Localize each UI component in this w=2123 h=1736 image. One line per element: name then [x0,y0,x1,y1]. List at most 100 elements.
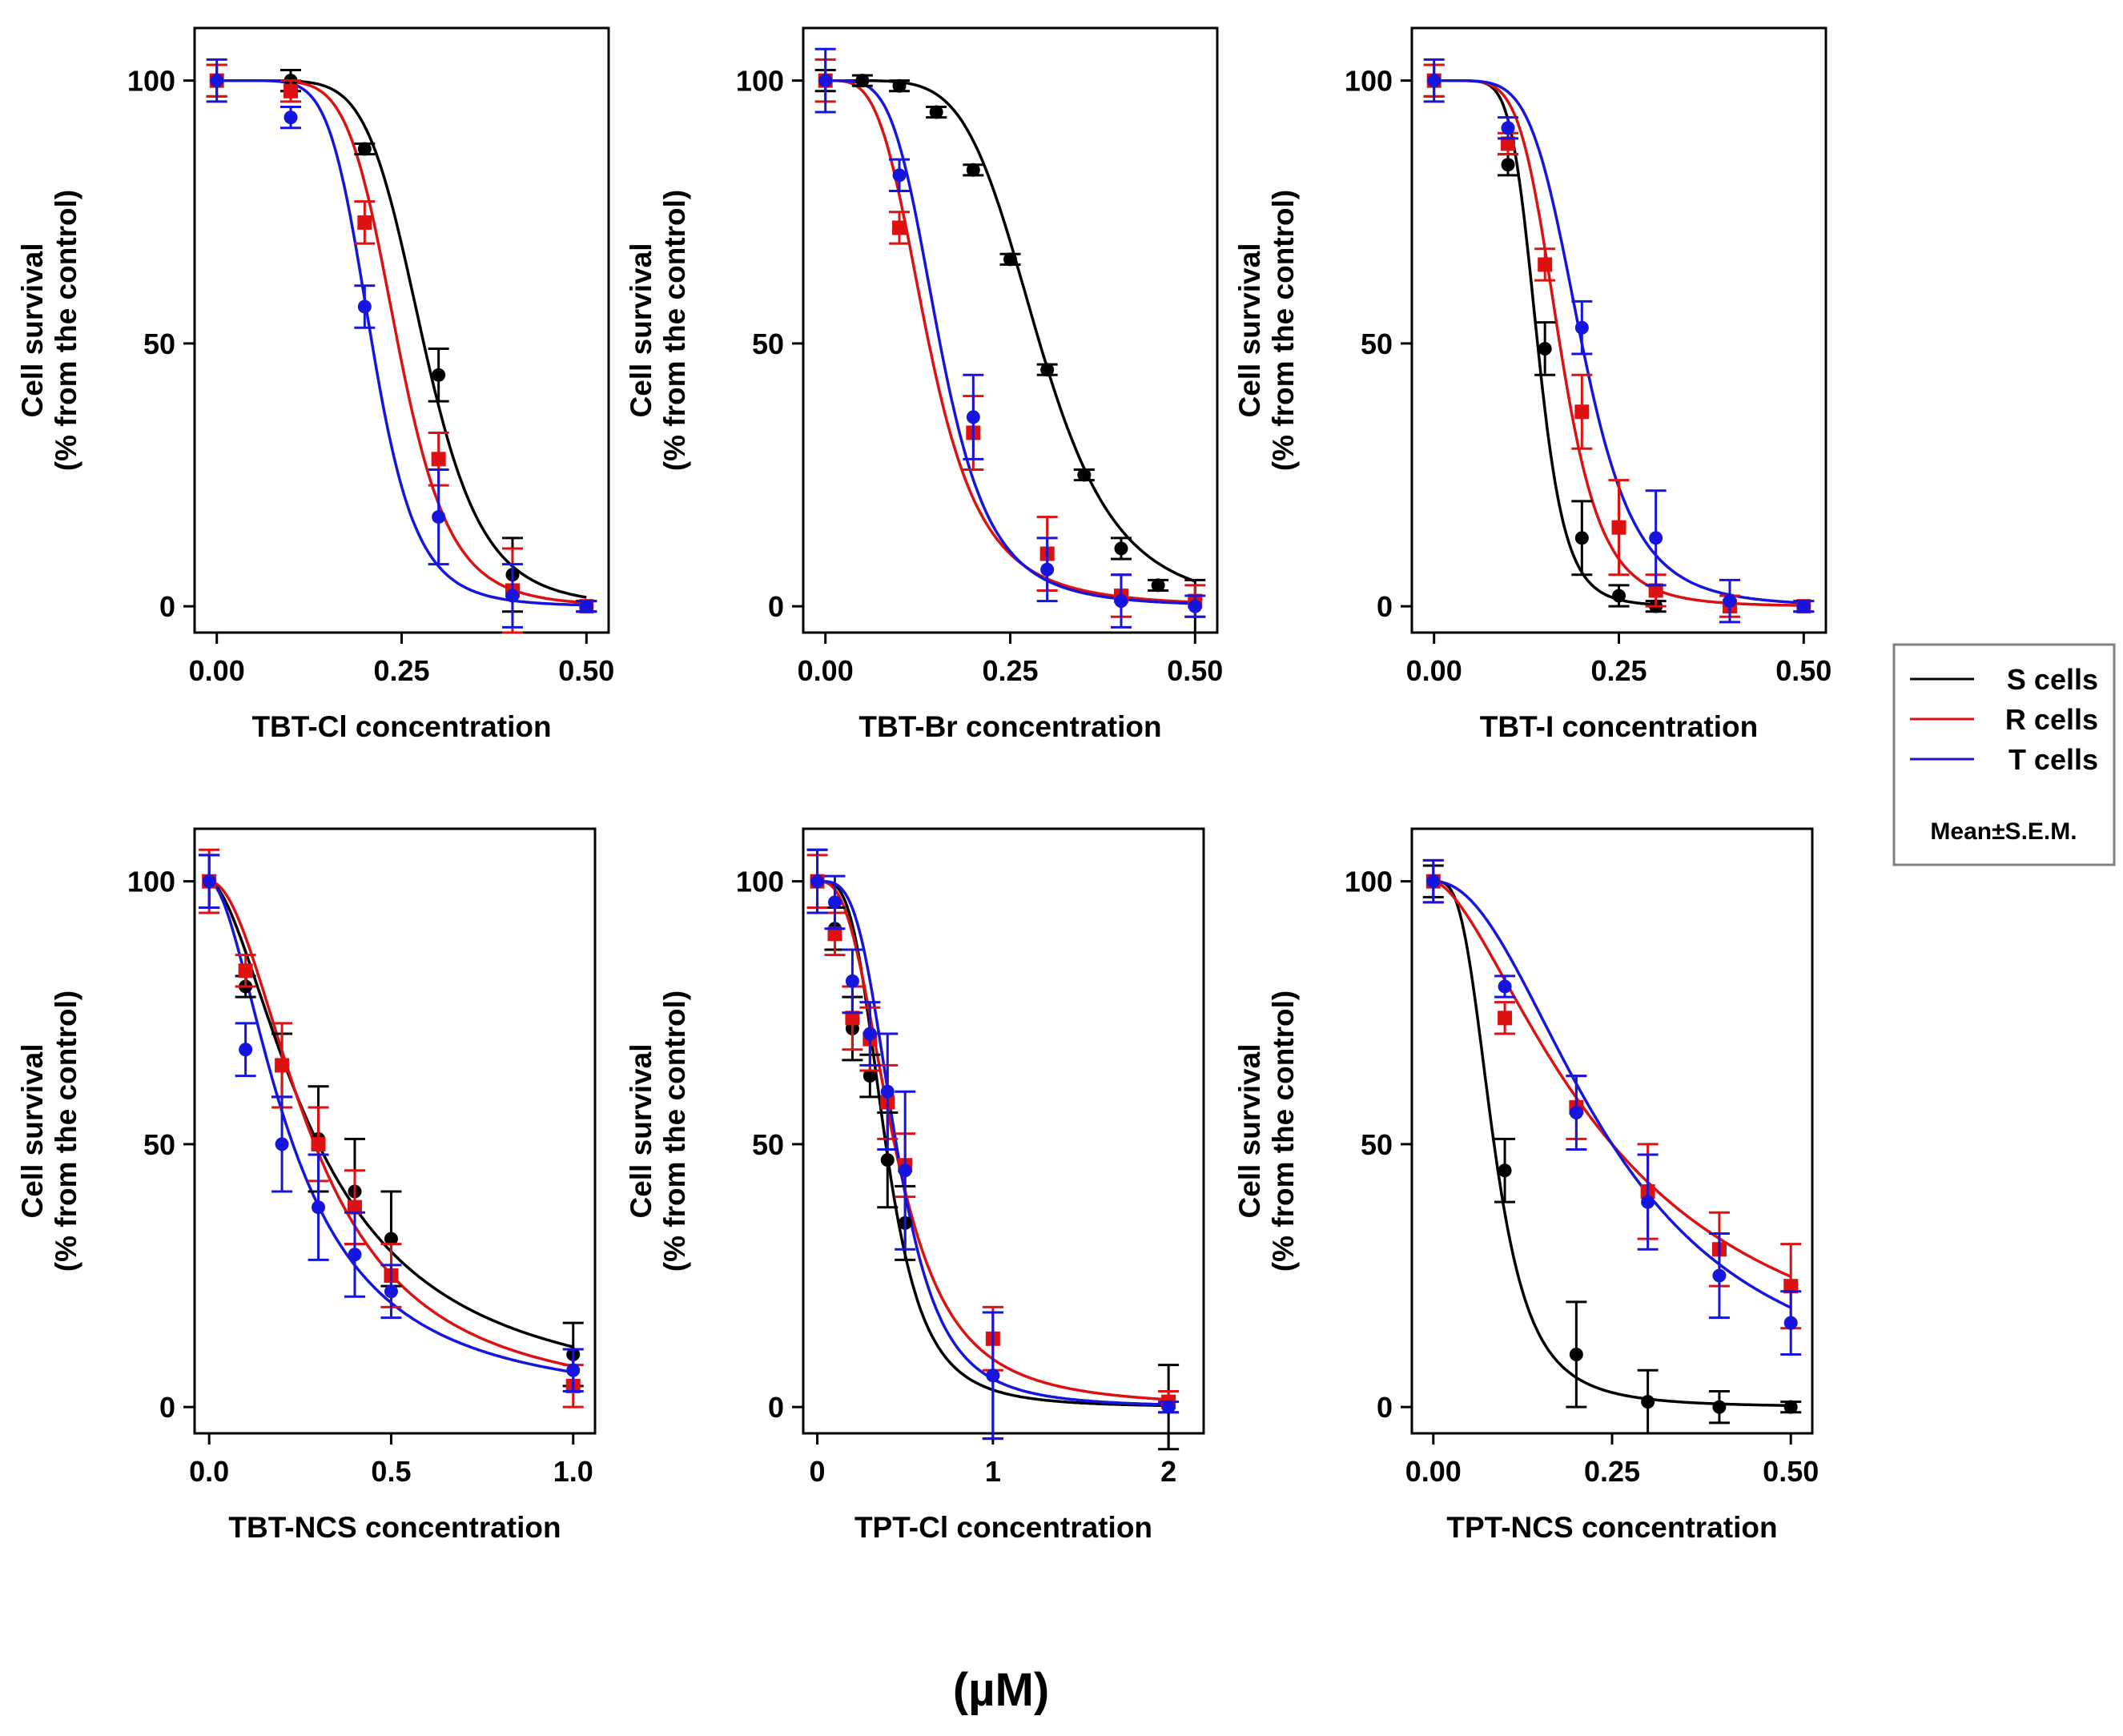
data-point-t [1161,1400,1176,1414]
x-axis-label: TBT-I concentration [1480,710,1758,743]
data-point-s [880,1153,895,1167]
x-tick-label: 0.00 [798,654,854,687]
plot-frame [1410,827,1814,1435]
data-point-r [1498,1011,1513,1026]
data-point-s [1498,1163,1512,1178]
x-tick-label: 0.25 [1584,1455,1640,1488]
x-tick-label: 0.0 [189,1455,229,1488]
x-axis-label: TBT-Br concentration [858,710,1161,743]
data-point-r [283,83,299,98]
x-axis-label: TBT-Cl concentration [251,710,551,743]
chart-panel-tpt-ncs: 0 50 100 0.00 0.25 0.50 TPT-NCS concentration C… [1233,827,1819,1544]
y-tick-label: 100 [736,65,784,98]
chart-panel-tbt-ncs: 0 50 100 0.0 0.5 1.0 TBT-NCS concentration Cell… [16,827,597,1544]
fit-curve-s [216,78,587,599]
y-tick-label: 0 [1377,590,1393,623]
fit-curve-t [216,78,587,607]
data-point-t [1040,562,1055,577]
data-point-t [275,1137,289,1151]
data-point-s [966,163,980,177]
data-point-t [1427,74,1441,88]
legend: S cells R cells T cells Mean±S.E.M. [1892,643,2116,866]
y-axis-label: (% from the control) [1267,991,1300,1272]
data-point-s [1114,541,1128,556]
data-point-t [239,1043,253,1057]
y-tick-label: 50 [1361,1128,1393,1161]
data-point-r [1501,136,1516,151]
legend-label-r: R cells [2005,703,2098,736]
x-tick-label: 0.5 [371,1455,411,1488]
plot-frame [802,827,1205,1435]
data-point-t [579,599,593,613]
data-point-t [312,1200,326,1215]
x-tick-label: 0.00 [189,654,245,687]
data-point-r [348,1200,362,1215]
y-tick-label: 0 [768,590,784,623]
data-point-t [384,1284,398,1299]
legend-label-t: T cells [2008,743,2098,776]
unit-label: (µM) [953,1664,1049,1716]
x-tick-label: 0.25 [373,654,429,687]
data-point-r [275,1058,290,1073]
fit-curve-t [825,78,1196,605]
x-tick-label: 0.00 [1406,654,1462,687]
data-point-t [432,510,446,524]
data-point-t [1574,320,1589,335]
data-point-t [348,1248,362,1262]
y-axis-label: (% from the control) [50,991,82,1272]
data-point-s [357,142,372,156]
y-tick-label: 50 [752,328,784,360]
data-point-s [1538,341,1552,356]
data-point-s [432,368,446,382]
y-axis-label: (% from the control) [1267,190,1300,471]
data-point-r [845,1011,860,1026]
data-point-t [1498,979,1512,994]
data-point-r [827,926,842,942]
data-point-s [1077,468,1092,482]
data-point-t [1796,599,1811,613]
data-point-t [1426,874,1441,889]
data-point-t [845,974,859,988]
data-point-t [810,874,825,889]
data-point-s [862,1069,877,1083]
data-point-r [311,1136,326,1151]
fit-curve-r [1433,879,1791,1278]
data-point-s [1569,1348,1583,1362]
data-point-s [929,105,943,119]
data-point-t [1712,1268,1727,1283]
data-point-t [1569,1106,1583,1120]
x-tick-label: 0.50 [1775,654,1831,687]
x-tick-label: 1 [985,1455,1001,1488]
data-point-t [1501,121,1515,135]
data-point-t [283,111,298,125]
legend-box [1892,643,2116,866]
data-point-r [1783,1279,1799,1294]
y-tick-label: 0 [768,1391,784,1424]
y-axis-label: Cell survival [1233,243,1266,417]
data-point-t [505,589,520,603]
legend-label-s: S cells [2007,663,2098,696]
data-point-t [210,74,224,88]
data-point-t [966,410,980,424]
y-axis-label: Cell survival [625,1043,657,1218]
data-point-s [384,1232,398,1246]
data-point-r [1648,583,1663,598]
x-tick-label: 0.50 [558,654,614,687]
data-point-t [898,1163,912,1178]
data-point-s [1151,578,1165,593]
data-point-s [1040,363,1055,377]
data-point-s [892,78,907,93]
x-tick-label: 2 [1160,1455,1176,1488]
x-tick-label: 0.25 [1590,654,1647,687]
data-point-r [892,220,907,235]
data-point-s [1501,158,1515,172]
fit-curve-r [216,78,587,605]
y-tick-label: 0 [159,1391,175,1424]
data-point-t [357,299,372,314]
plot-frame [802,26,1219,634]
x-axis-label: TPT-Cl concentration [854,1511,1152,1544]
data-point-t [566,1363,581,1377]
legend-note: Mean±S.E.M. [1930,818,2077,845]
data-point-s [1712,1400,1727,1414]
